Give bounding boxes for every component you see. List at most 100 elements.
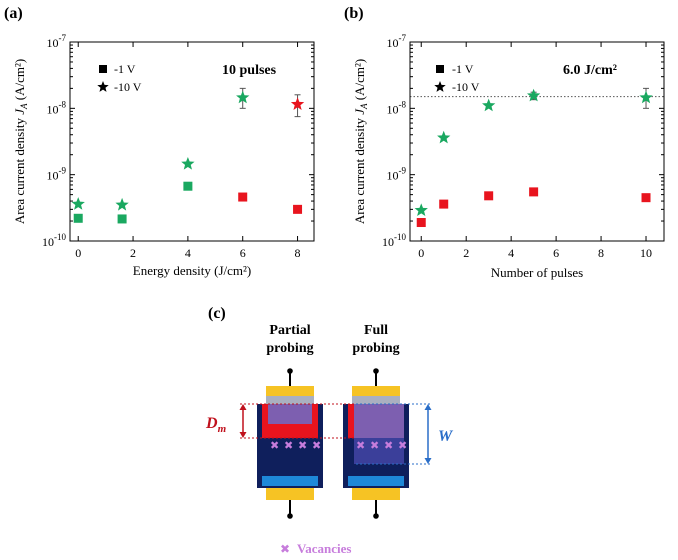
w-dimension: W	[356, 403, 454, 465]
chart-b-xtick-label-2: 4	[508, 246, 514, 260]
device-partial: ✖ ✖ ✖ ✖	[257, 368, 323, 519]
chart-a-ylabel-sub: A	[19, 103, 29, 110]
chart-a-ylabel-var: J	[12, 108, 27, 115]
chart-a-point-square-3	[238, 192, 248, 202]
chart-b-marks	[414, 87, 653, 228]
chart-a-point-star-2	[181, 156, 195, 170]
chart-a-ytick-label-2: 10-8	[47, 99, 67, 116]
chart-a-xtick-label-2: 4	[185, 246, 191, 260]
chart-b-y-ticks: 10-10 10-9 10-8 10-7	[382, 33, 664, 249]
dm-label-sub: m	[218, 423, 227, 435]
vac-partial-mark-1: ✖	[284, 439, 293, 452]
full-probing-title-line1: Full	[364, 323, 388, 338]
chart-a-x-ticks: 0 2 4 6 8	[75, 42, 301, 260]
chart-a-point-star-1	[115, 197, 129, 211]
chart-b-point-star-3	[526, 88, 541, 102]
chart-a-point-square-1	[117, 214, 127, 224]
device-partial-top-contact	[266, 386, 314, 396]
chart-b-ylabel-prefix: Area current density	[352, 115, 367, 224]
dm-label-var: D	[205, 415, 218, 432]
device-full-top-electrode	[352, 396, 400, 404]
partial-probing-title-line1: Partial	[269, 323, 310, 338]
chart-a-legend-label-2: -10 V	[114, 80, 142, 94]
chart-b-xtick-label-5: 10	[640, 246, 652, 260]
chart-a-legend: -1 V -10 V	[97, 62, 142, 94]
chart-a-xtick-label-4: 8	[295, 246, 301, 260]
dm-label: Dm	[205, 415, 227, 435]
vacancy-legend-icon: ✖	[280, 542, 290, 556]
chart-a-xtick-label-3: 6	[240, 246, 246, 260]
vac-full-mark-1: ✖	[370, 439, 379, 452]
chart-b-xtick-label-4: 8	[598, 246, 604, 260]
chart-b: 0 2 4 6 8 10 10-10 10-9 10-8 10-7 Number of puls…	[352, 33, 665, 280]
chart-a-xtick-label-0: 0	[75, 246, 81, 260]
chart-b-ytick-label-0: 10-10	[382, 232, 406, 249]
device-partial-bottom-electrode	[262, 476, 318, 486]
dm-arrow-head-bottom	[239, 432, 247, 438]
device-full-probe-region-top	[354, 404, 404, 438]
panel-label-a: (a)	[4, 5, 23, 22]
chart-b-point-square-3	[529, 187, 539, 197]
chart-b-legend-label-1: -1 V	[452, 62, 474, 76]
chart-a-point-square-2	[183, 181, 193, 191]
chart-a-point-square-0	[73, 213, 83, 223]
device-full-bottom-terminal	[373, 513, 379, 519]
chart-a-point-star-3	[236, 90, 250, 104]
chart-b-x-ticks: 0 2 4 6 8 10	[418, 42, 652, 260]
device-full-probe-region-bottom	[354, 438, 404, 464]
device-full-bottom-contact	[352, 488, 400, 500]
vac-full-mark-3: ✖	[398, 439, 407, 452]
chart-a-ylabel-prefix: Area current density	[12, 115, 27, 224]
vac-partial-mark-0: ✖	[270, 439, 279, 452]
chart-b-point-square-4	[641, 193, 651, 203]
chart-b-point-square-2	[484, 191, 494, 201]
chart-a-ytick-label-3: 10-7	[47, 33, 67, 50]
chart-a-legend-star-marker	[97, 81, 109, 92]
device-partial-top-electrode	[266, 396, 314, 404]
device-partial-vacancies: ✖ ✖ ✖ ✖	[270, 439, 321, 452]
chart-b-point-star-2	[482, 98, 496, 112]
vac-partial-mark-3: ✖	[312, 439, 321, 452]
chart-a-legend-label-1: -1 V	[114, 62, 136, 76]
chart-b-legend: -1 V -10 V	[434, 62, 480, 94]
device-full-top-contact	[352, 386, 400, 396]
chart-a-frame	[69, 41, 315, 242]
chart-b-point-star-1	[437, 130, 451, 144]
chart-b-ylabel-suffix: (A/cm²)	[352, 59, 367, 104]
chart-b-xtick-label-0: 0	[418, 246, 424, 260]
chart-b-annotation: 6.0 J/cm²	[563, 63, 617, 78]
chart-a-point-star-4	[290, 97, 305, 110]
chart-b-ylabel: Area current density JA (A/cm²)	[352, 59, 369, 224]
chart-b-xtick-label-1: 2	[463, 246, 469, 260]
chart-b-legend-label-2: -10 V	[452, 80, 480, 94]
vac-full-mark-2: ✖	[384, 439, 393, 452]
dm-dimension: Dm	[205, 403, 356, 439]
chart-b-frame	[409, 41, 665, 242]
chart-b-ytick-label-3: 10-7	[387, 33, 407, 50]
w-label: W	[438, 428, 454, 445]
device-full: ✖ ✖ ✖ ✖	[343, 368, 409, 519]
device-full-top-terminal	[373, 368, 379, 374]
chart-a-y-ticks: 10-10 10-9 10-8 10-7	[42, 33, 314, 249]
chart-b-point-square-0	[416, 218, 426, 228]
chart-a-legend-square-marker	[99, 65, 107, 73]
vacancy-legend: ✖ Vacancies	[280, 541, 351, 556]
chart-a-ylabel-suffix: (A/cm²)	[12, 59, 27, 104]
chart-a-ytick-label-1: 10-9	[47, 166, 67, 183]
partial-probing-title-line2: probing	[266, 341, 313, 356]
chart-b-point-star-4	[639, 90, 653, 104]
dm-arrow-head-top	[239, 404, 247, 410]
vac-partial-mark-2: ✖	[298, 439, 307, 452]
w-arrow-head-bottom	[424, 458, 432, 464]
chart-a-xlabel: Energy density (J/cm²)	[133, 263, 251, 278]
device-full-vacancies: ✖ ✖ ✖ ✖	[356, 439, 407, 452]
chart-a-annotation: 10 pulses	[222, 63, 277, 78]
chart-a: 0 2 4 6 8 10-10 10-9 10-8 10-7 Energy density (…	[12, 33, 315, 278]
chart-a-ytick-label-0: 10-10	[42, 232, 66, 249]
device-partial-bottom-terminal	[287, 513, 293, 519]
chart-a-point-square-4	[293, 204, 303, 214]
chart-b-ylabel-var: J	[352, 108, 367, 115]
device-partial-bottom-contact	[266, 488, 314, 500]
vac-full-mark-0: ✖	[356, 439, 365, 452]
chart-a-xtick-label-1: 2	[130, 246, 136, 260]
